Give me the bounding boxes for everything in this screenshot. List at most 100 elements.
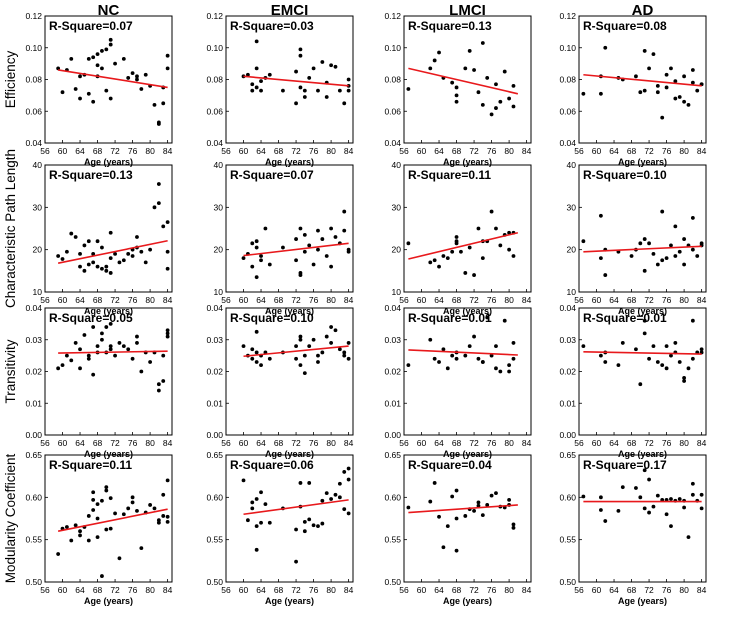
x-tick-label: 84 bbox=[344, 146, 354, 156]
data-point bbox=[254, 85, 259, 90]
y-tick-label: 0.04 bbox=[384, 303, 401, 313]
x-tick-label: 60 bbox=[239, 438, 249, 448]
y-tick-label: 0.65 bbox=[384, 450, 401, 460]
plot-frame bbox=[44, 164, 173, 293]
data-point bbox=[78, 529, 82, 534]
data-point bbox=[250, 82, 255, 87]
data-point bbox=[263, 226, 268, 231]
y-tick-label: 10 bbox=[392, 287, 402, 297]
data-point bbox=[690, 216, 695, 220]
data-point bbox=[254, 275, 259, 280]
data-point bbox=[104, 527, 109, 532]
data-point bbox=[686, 535, 691, 540]
x-tick-label: 68 bbox=[274, 146, 284, 156]
data-point bbox=[346, 511, 351, 516]
y-tick-label: 0.08 bbox=[384, 75, 401, 85]
regression-line bbox=[58, 350, 168, 354]
data-point bbox=[655, 83, 660, 88]
r-square-label: R-Square=0.01 bbox=[408, 311, 492, 325]
data-point bbox=[651, 52, 656, 56]
data-point bbox=[690, 318, 695, 323]
x-axis-label: Age (years) bbox=[265, 306, 314, 316]
regression-line bbox=[408, 349, 518, 356]
data-point bbox=[311, 66, 316, 71]
y-tick-label: 20 bbox=[33, 245, 43, 255]
x-axis-label: Age (years) bbox=[84, 306, 133, 316]
x-tick-label: 76 bbox=[487, 438, 497, 448]
y-tick-label: 0.55 bbox=[384, 535, 401, 545]
data-point bbox=[333, 235, 338, 239]
plot-frame bbox=[225, 454, 354, 583]
data-point bbox=[507, 96, 512, 101]
data-point bbox=[489, 112, 494, 117]
panel-emci-row2: 0.00 0.01 0.02 0.03 0.04 56 60 64 68 72 76 80 84 Age … bbox=[206, 303, 353, 459]
data-point bbox=[690, 247, 695, 252]
y-tick-label: 0.01 bbox=[206, 398, 223, 408]
y-tick-label: 20 bbox=[392, 245, 402, 255]
data-point bbox=[620, 485, 625, 490]
y-tick-label: 0.03 bbox=[384, 335, 401, 345]
data-point bbox=[113, 252, 117, 256]
data-point bbox=[642, 506, 647, 511]
y-tick-label: 0.04 bbox=[559, 303, 576, 313]
r-square-label: R-Square=0.07 bbox=[230, 168, 314, 182]
data-point bbox=[165, 331, 170, 336]
x-tick-label: 72 bbox=[644, 146, 654, 156]
plot-frame bbox=[225, 164, 354, 293]
data-point bbox=[161, 353, 166, 358]
data-point bbox=[507, 247, 512, 252]
y-tick-label: 0.08 bbox=[559, 75, 576, 85]
data-point bbox=[91, 252, 96, 256]
data-point bbox=[346, 466, 351, 471]
data-point bbox=[316, 88, 320, 93]
x-tick-label: 72 bbox=[291, 585, 301, 595]
data-point bbox=[78, 533, 82, 538]
data-point bbox=[135, 341, 139, 345]
data-point bbox=[642, 268, 647, 273]
x-tick-label: 56 bbox=[399, 438, 409, 448]
data-point bbox=[281, 245, 285, 250]
regression-line bbox=[408, 231, 519, 260]
data-point bbox=[342, 209, 347, 214]
data-point bbox=[104, 88, 109, 93]
r-square-label: R-Square=0.03 bbox=[230, 19, 314, 33]
data-point bbox=[699, 347, 704, 352]
panel-nc-row2: 0.00 0.01 0.02 0.03 0.04 56 60 64 68 72 76 80 84 Age … bbox=[25, 303, 172, 459]
data-point bbox=[139, 249, 144, 254]
data-point bbox=[56, 254, 61, 258]
regression-line bbox=[408, 504, 518, 514]
data-point bbox=[108, 496, 113, 501]
data-point bbox=[682, 74, 687, 79]
data-point bbox=[130, 356, 135, 361]
x-tick-label: 84 bbox=[522, 438, 532, 448]
plot-frame bbox=[225, 307, 354, 436]
data-point bbox=[664, 344, 669, 348]
r-square-label: R-Square=0.06 bbox=[230, 458, 314, 472]
data-point bbox=[673, 254, 678, 258]
data-point bbox=[620, 341, 625, 345]
data-point bbox=[480, 360, 485, 364]
data-point bbox=[489, 209, 494, 214]
data-point bbox=[581, 494, 586, 499]
x-tick-label: 64 bbox=[75, 438, 85, 448]
data-point bbox=[454, 99, 459, 104]
plot-frame bbox=[44, 454, 173, 583]
y-tick-label: 0.03 bbox=[25, 335, 42, 345]
y-tick-label: 0.04 bbox=[559, 138, 576, 148]
data-point bbox=[307, 344, 312, 348]
x-tick-label: 80 bbox=[326, 585, 336, 595]
data-point bbox=[104, 264, 109, 269]
data-point bbox=[669, 524, 673, 529]
data-point bbox=[699, 506, 704, 511]
regression-line bbox=[57, 508, 168, 532]
data-point bbox=[507, 363, 512, 368]
data-point bbox=[126, 506, 131, 511]
data-point bbox=[651, 504, 656, 509]
x-tick-label: 72 bbox=[110, 585, 120, 595]
panel-ad-row2: 0.00 0.01 0.02 0.03 0.04 56 60 64 68 72 76 80 84 Age … bbox=[559, 303, 706, 459]
data-point bbox=[148, 360, 153, 364]
x-tick-label: 80 bbox=[504, 585, 514, 595]
plot-frame bbox=[403, 454, 532, 583]
data-point bbox=[651, 344, 656, 348]
data-point bbox=[320, 237, 325, 241]
